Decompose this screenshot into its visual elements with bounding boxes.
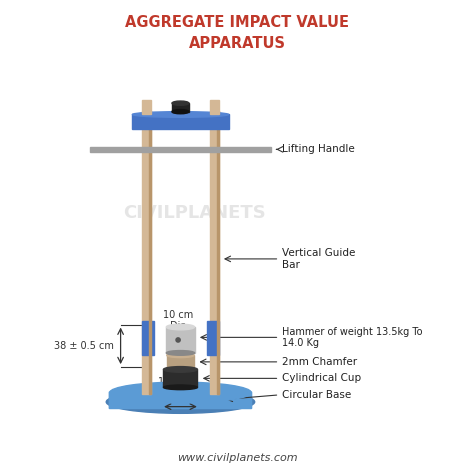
Bar: [142, 321, 154, 356]
Bar: [172, 103, 189, 112]
FancyBboxPatch shape: [109, 392, 252, 409]
Bar: [166, 327, 195, 353]
Text: Cylindrical Cup: Cylindrical Cup: [282, 374, 361, 383]
Text: CIVILPLANETS: CIVILPLANETS: [123, 204, 266, 222]
Text: APPARATUS: APPARATUS: [189, 36, 285, 51]
Text: Circular Base: Circular Base: [282, 390, 351, 400]
Text: 2mm Chamfer: 2mm Chamfer: [282, 357, 357, 367]
Ellipse shape: [164, 366, 197, 372]
Bar: [142, 100, 151, 115]
Text: Vertical Guide
Bar: Vertical Guide Bar: [282, 248, 355, 270]
Bar: [217, 111, 219, 394]
Ellipse shape: [110, 382, 251, 403]
Text: 10 cm
Dia: 10 cm Dia: [163, 310, 193, 331]
Text: AGGREGATE IMPACT VALUE: AGGREGATE IMPACT VALUE: [125, 15, 349, 30]
Bar: [210, 111, 219, 394]
Bar: [90, 146, 271, 152]
Ellipse shape: [132, 112, 228, 117]
Ellipse shape: [166, 351, 195, 356]
Ellipse shape: [172, 109, 189, 114]
Circle shape: [176, 338, 180, 342]
Bar: [149, 111, 151, 394]
Bar: [207, 321, 219, 356]
Ellipse shape: [106, 391, 255, 413]
Ellipse shape: [166, 324, 195, 330]
Bar: [164, 369, 197, 387]
Bar: [167, 356, 194, 368]
Text: 38 ± 0.5 cm: 38 ± 0.5 cm: [54, 341, 114, 351]
Text: www.civilplanets.com: www.civilplanets.com: [177, 454, 297, 464]
Bar: [142, 111, 151, 394]
Text: 10.2 cm
Dia: 10.2 cm Dia: [158, 377, 198, 399]
Text: Hammer of weight 13.5kg To
14.0 Kg: Hammer of weight 13.5kg To 14.0 Kg: [282, 327, 422, 348]
Ellipse shape: [164, 385, 197, 390]
Bar: [210, 100, 219, 115]
Ellipse shape: [167, 353, 194, 357]
Bar: [132, 115, 228, 128]
Ellipse shape: [172, 101, 189, 105]
Text: Lifting Handle: Lifting Handle: [282, 145, 355, 155]
